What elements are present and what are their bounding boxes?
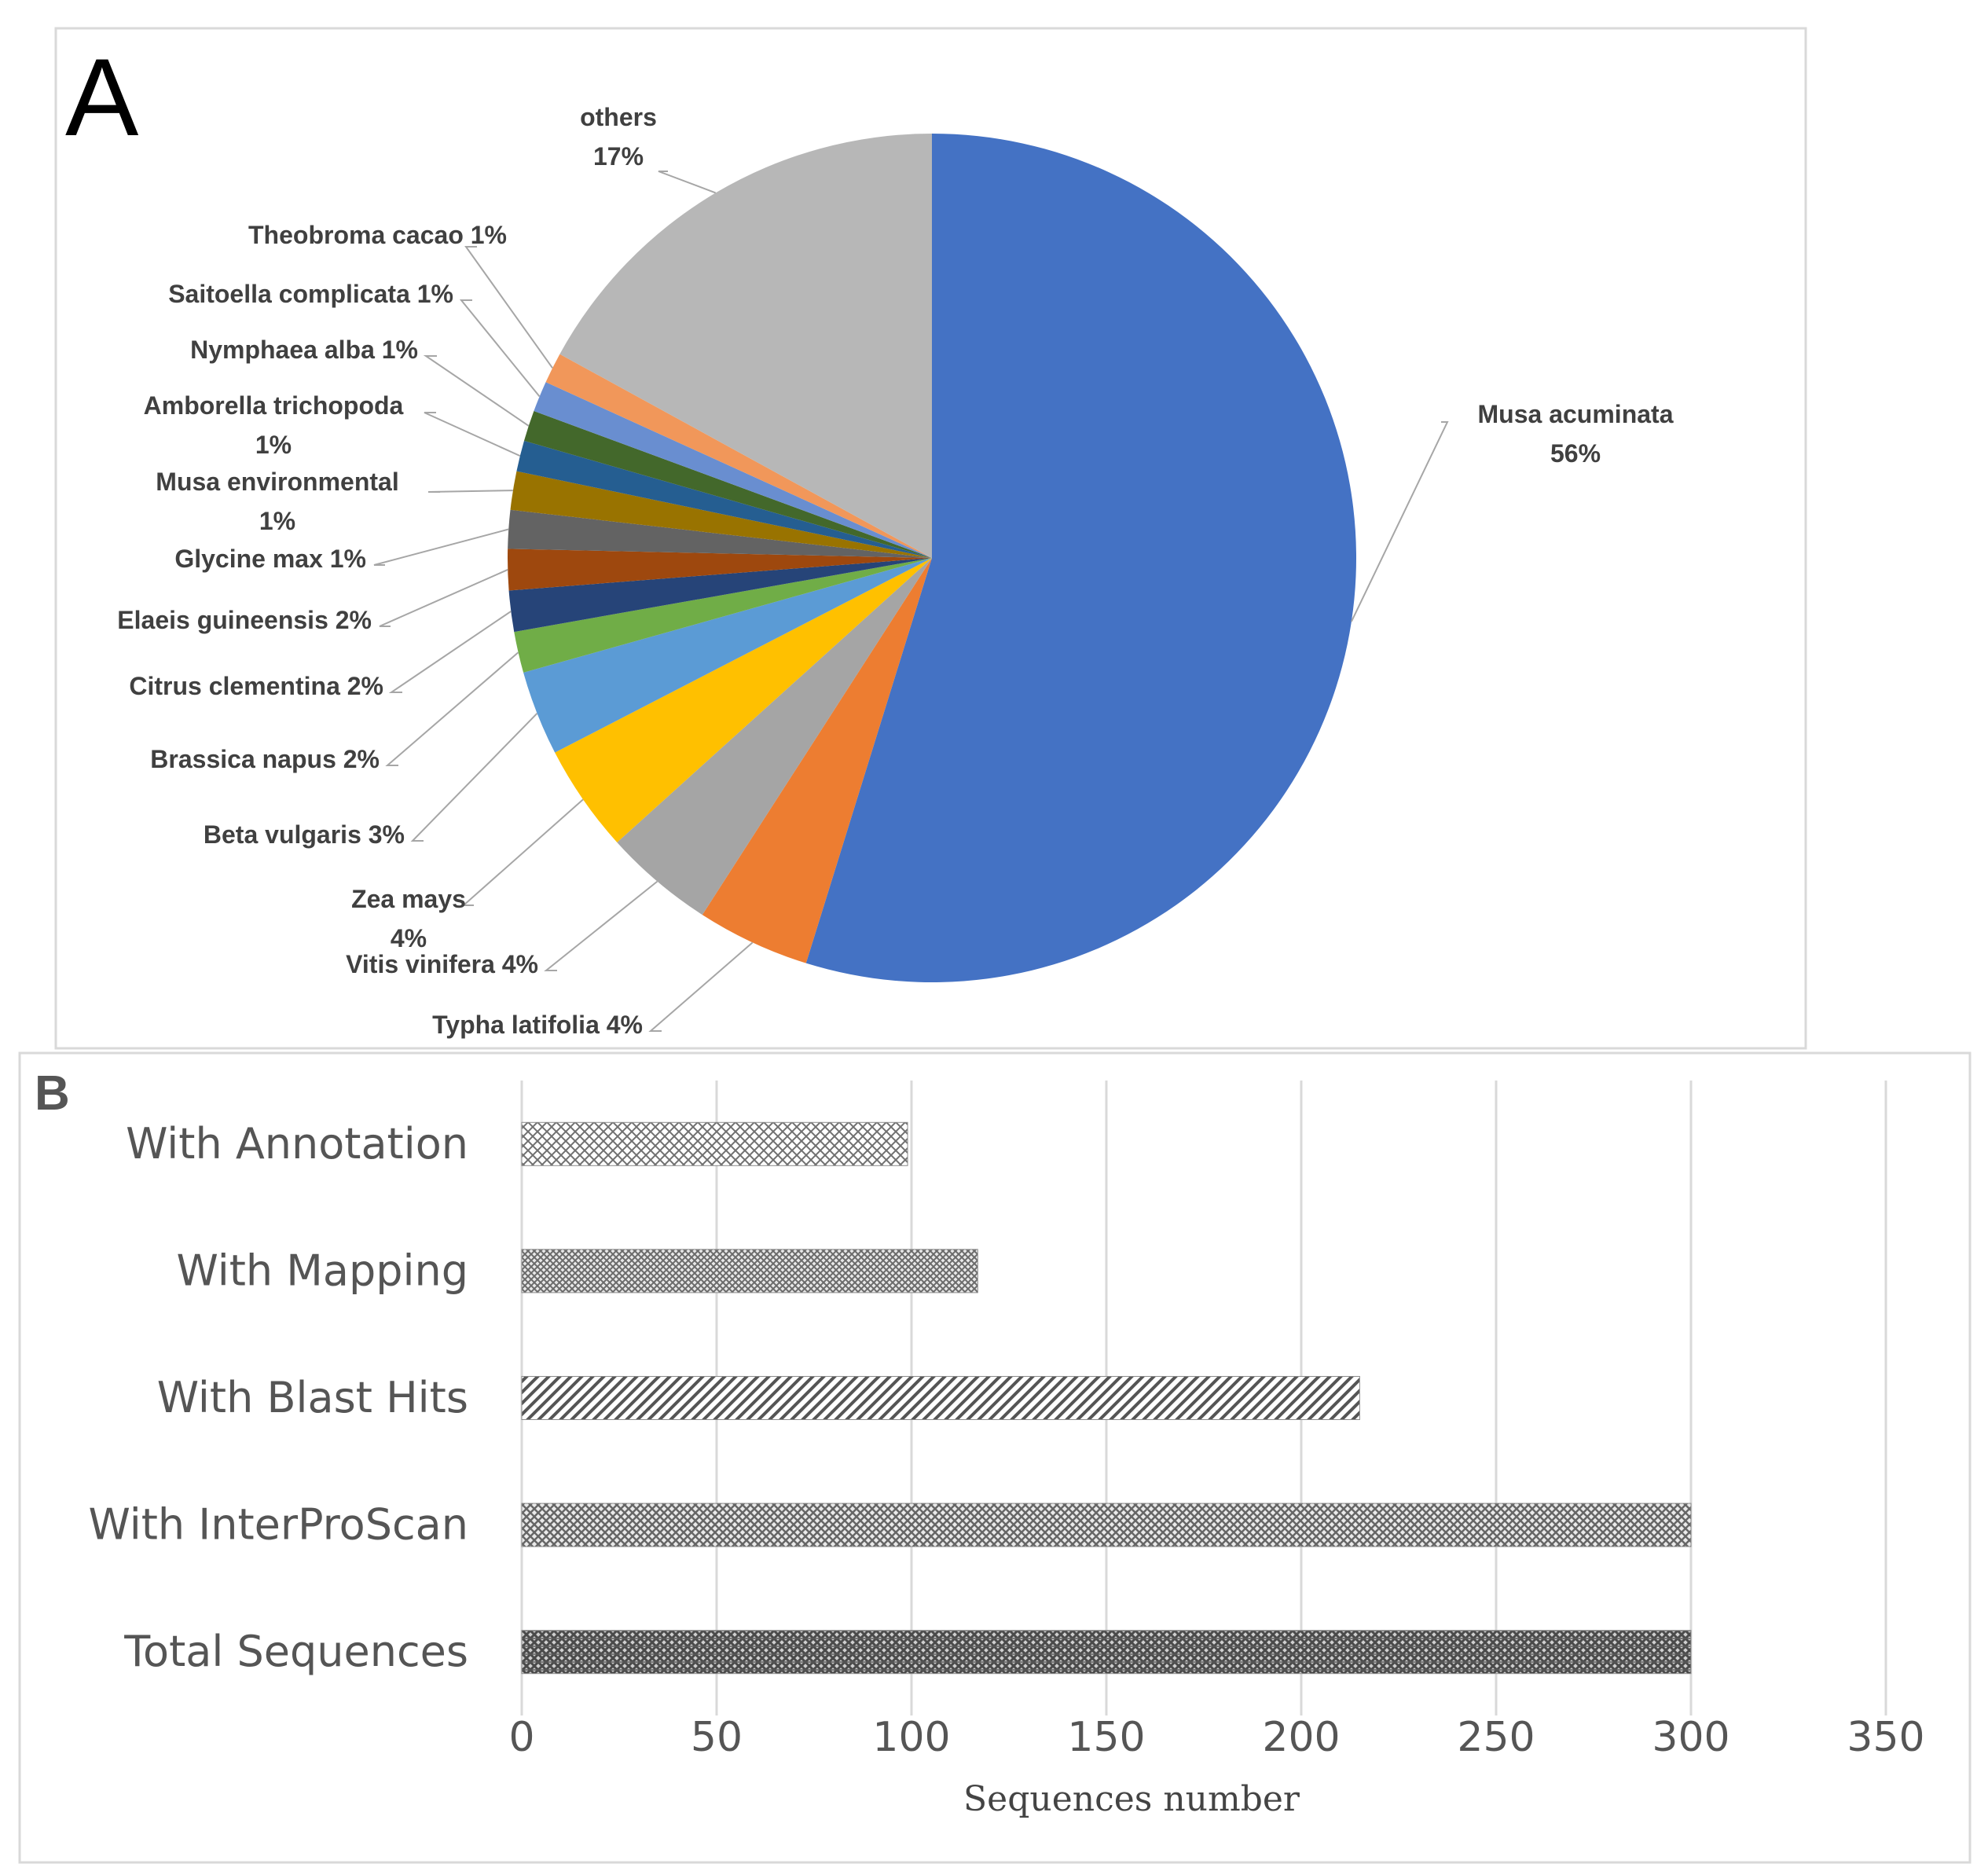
pie-slice-nymphaea-alba bbox=[523, 411, 932, 558]
pie-slice-musa-acuminata bbox=[805, 134, 1357, 982]
x-tick-label: 50 bbox=[691, 1714, 743, 1761]
pie-slice-citrus-clementina bbox=[508, 558, 932, 633]
leader-line-beta-vulgaris bbox=[410, 713, 538, 842]
pie-slice-amborella-trichopoda bbox=[516, 440, 932, 558]
bar-with-mapping bbox=[521, 1249, 978, 1293]
leader-line-musa-acuminata bbox=[1350, 421, 1449, 622]
x-tick-label: 0 bbox=[508, 1714, 534, 1761]
pie-label-glycine-max: Glycine max 1% bbox=[174, 545, 366, 573]
pie-label-zea-mays: Zea mays 4% bbox=[351, 885, 466, 952]
leader-line-others bbox=[658, 171, 717, 194]
panel-b-frame bbox=[18, 1051, 1971, 1864]
pie-label-musa-acuminata: Musa acuminata 56% bbox=[1478, 400, 1674, 468]
bar-total-sequences bbox=[521, 1630, 1692, 1675]
pie-label-citrus-clementina: Citrus clementina 2% bbox=[129, 672, 383, 700]
pie-label-amborella-trichopoda: Amborella trichopoda 1% bbox=[144, 391, 404, 459]
pie-slice-zea-mays bbox=[555, 558, 932, 842]
pie-label-theobroma-cacao: Theobroma cacao 1% bbox=[248, 221, 507, 249]
pie-slice-others bbox=[559, 134, 932, 558]
x-tick-label: 250 bbox=[1457, 1714, 1535, 1761]
pie-label-nymphaea-alba: Nymphaea alba 1% bbox=[190, 336, 418, 364]
pie-slice-saitoella-complicata bbox=[534, 382, 932, 558]
pie-label-vitis-vinifera: Vitis vinifera 4% bbox=[346, 950, 538, 978]
category-label-with-blast-hits: With Blast Hits bbox=[157, 1373, 468, 1422]
pie-label-musa-environmental: Musa environmental 1% bbox=[156, 468, 398, 535]
leader-line-brassica-napus bbox=[385, 651, 519, 766]
leader-line-typha-latifolia bbox=[648, 941, 754, 1032]
leader-line-glycine-max bbox=[373, 528, 509, 566]
bar-with-blast-hits bbox=[521, 1376, 1360, 1420]
leader-line-theobroma-cacao bbox=[464, 246, 553, 369]
leader-line-saitoella-complicata bbox=[459, 299, 541, 398]
pie-slice-theobroma-cacao bbox=[545, 354, 932, 558]
pie-label-elaeis-guineensis: Elaeis guineensis 2% bbox=[117, 606, 372, 634]
pie-slice-typha-latifolia bbox=[702, 558, 932, 963]
category-label-with-mapping: With Mapping bbox=[176, 1246, 468, 1295]
x-tick-label: 200 bbox=[1262, 1714, 1340, 1761]
bar-with-interproscan bbox=[521, 1503, 1692, 1547]
leader-line-elaeis-guineensis bbox=[379, 568, 508, 627]
category-label-total-sequences: Total Sequences bbox=[123, 1627, 468, 1676]
leader-line-amborella-trichopoda bbox=[424, 412, 521, 457]
pie-slice-beta-vulgaris bbox=[523, 558, 932, 753]
x-axis-title: Sequences number bbox=[963, 1779, 1300, 1819]
pie-slice-musa-environmental bbox=[510, 471, 932, 558]
pie-slice-elaeis-guineensis bbox=[508, 549, 932, 591]
pie-label-saitoella-complicata: Saitoella complicata 1% bbox=[168, 280, 453, 308]
pie-slice-glycine-max bbox=[508, 509, 932, 558]
category-label-with-annotation: With Annotation bbox=[126, 1119, 468, 1169]
leader-line-vitis-vinifera bbox=[544, 880, 658, 971]
pie-slice-brassica-napus bbox=[514, 558, 932, 673]
leader-line-musa-environmental bbox=[427, 490, 513, 493]
x-tick-label: 300 bbox=[1652, 1714, 1729, 1761]
pie-label-others: others 17% bbox=[580, 103, 657, 171]
panel-b-label: B bbox=[35, 1066, 70, 1121]
leader-line-zea-mays bbox=[461, 798, 584, 906]
pie-slice-vitis-vinifera bbox=[617, 558, 932, 915]
x-tick-label: 150 bbox=[1067, 1714, 1145, 1761]
panel-a-label: A bbox=[65, 35, 139, 159]
bar-chart: 0 50 100 150 200 250 300 350 With Annotation With… bbox=[89, 1081, 1925, 1761]
category-label-with-interproscan: With InterProScan bbox=[89, 1500, 468, 1550]
pie-label-brassica-napus: Brassica napus 2% bbox=[150, 745, 380, 773]
pie-chart: Musa acuminata 56% Typha latifolia 4% Vitis… bbox=[117, 103, 1673, 1039]
bar-with-annotation bbox=[521, 1121, 908, 1166]
x-tick-label: 350 bbox=[1847, 1714, 1924, 1761]
pie-label-beta-vulgaris: Beta vulgaris 3% bbox=[204, 820, 405, 849]
leader-line-nymphaea-alba bbox=[423, 355, 530, 427]
leader-line-citrus-clementina bbox=[388, 611, 512, 693]
x-tick-label: 100 bbox=[872, 1714, 950, 1761]
pie-label-typha-latifolia: Typha latifolia 4% bbox=[432, 1011, 643, 1039]
